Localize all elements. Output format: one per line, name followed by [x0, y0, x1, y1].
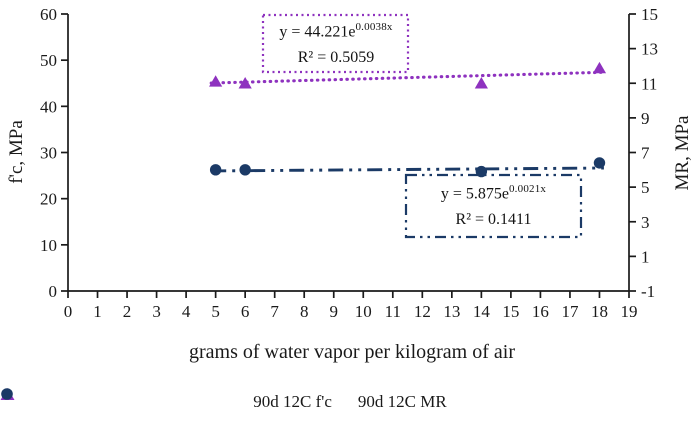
data-point-mr — [475, 165, 488, 178]
x-axis-tick-label: 5 — [211, 302, 220, 321]
x-axis-tick-label: 16 — [532, 302, 549, 321]
trendline-equation-border-mr — [404, 173, 583, 239]
r-squared-fc: R² = 0.5059 — [297, 48, 375, 66]
left-axis-tick-label: 0 — [49, 282, 58, 301]
data-point-fc — [474, 77, 488, 89]
x-axis-tick-label: 6 — [241, 302, 250, 321]
equation-line-fc: y = 44.221e0.0038x — [264, 19, 408, 45]
trendline-mr — [211, 166, 604, 173]
x-axis-tick-label: 7 — [270, 302, 279, 321]
left-axis-tick-label: 30 — [40, 144, 57, 163]
x-axis-tick-label: 19 — [621, 302, 638, 321]
trendline-equation-border-fc — [261, 13, 410, 74]
data-point-fc — [209, 75, 223, 87]
trendline-fc — [209, 70, 606, 85]
right-axis-tick-label: 3 — [641, 213, 650, 232]
x-axis-tick-label: 4 — [182, 302, 191, 321]
equation-exponent-mr: 0.0021x — [508, 183, 547, 195]
equation-exponent-fc: 0.0038x — [355, 21, 393, 33]
legend-item-fc: 90d 12C f'c — [0, 388, 332, 412]
x-axis-tick-label: 18 — [591, 302, 608, 321]
x-axis-tick-label: 11 — [385, 302, 401, 321]
data-point-mr — [593, 157, 606, 169]
x-axis-tick-label: 9 — [329, 302, 338, 321]
equation-prefix-fc: y = 44.221e — [279, 23, 356, 41]
x-axis-title: grams of water vapor per kilogram of air — [189, 341, 515, 363]
right-axis-tick-label: 11 — [641, 74, 657, 93]
x-axis-tick-label: 2 — [123, 302, 132, 321]
right-axis-tick-label: -1 — [641, 282, 655, 301]
equation-prefix-mr: y = 5.875e — [440, 185, 509, 203]
x-axis-tick-label: 17 — [561, 302, 579, 321]
x-axis-tick-label: 10 — [355, 302, 372, 321]
data-point-fc — [592, 61, 607, 74]
left-axis-tick-label: 50 — [40, 51, 57, 70]
trendline-equation-box-fc: y = 44.221e0.0038x R² = 0.5059 — [264, 19, 408, 71]
left-axis-title: f'c, MPa — [6, 120, 27, 184]
left-axis-tick-label: 10 — [40, 236, 57, 255]
legend-item-mr: 90d 12C MR — [1, 388, 447, 412]
right-axis-tick-label: 7 — [641, 144, 650, 163]
left-axis-tick-label: 60 — [40, 5, 57, 24]
left-axis-tick-label: 40 — [40, 97, 57, 116]
right-axis-tick-label: 9 — [641, 109, 650, 128]
right-axis-tick-label: 15 — [641, 5, 658, 24]
trendline-equation-box-mr: y = 5.875e0.0021x R² = 0.1411 — [407, 181, 580, 233]
x-axis-tick-label: 3 — [152, 302, 161, 321]
right-axis-title: MR, MPa — [672, 115, 693, 191]
left-axis-tick-label: 20 — [40, 190, 57, 209]
right-axis-tick-label: 1 — [641, 247, 650, 266]
x-axis-tick-label: 8 — [300, 302, 309, 321]
r-squared-mr: R² = 0.1411 — [455, 210, 532, 228]
right-axis-tick-label: 13 — [641, 40, 658, 59]
right-axis-tick-label: 5 — [641, 178, 650, 197]
legend: 90d 12C f'c 90d 12C MR — [0, 387, 700, 417]
x-axis-tick-label: 13 — [443, 302, 460, 321]
circle-marker-icon — [1, 388, 13, 400]
x-axis-tick-label: 0 — [64, 302, 73, 321]
x-axis-tick-label: 15 — [502, 302, 519, 321]
x-axis-tick-label: 14 — [473, 302, 491, 321]
x-axis-tick-label: 12 — [414, 302, 431, 321]
x-axis-tick-label: 1 — [93, 302, 102, 321]
data-point-fc — [238, 77, 252, 89]
legend-label-mr: 90d 12C MR — [357, 392, 447, 411]
legend-label-fc: 90d 12C f'c — [253, 392, 332, 411]
data-point-mr — [209, 164, 222, 176]
equation-line-mr: y = 5.875e0.0021x — [407, 181, 580, 207]
data-point-mr — [239, 164, 251, 176]
